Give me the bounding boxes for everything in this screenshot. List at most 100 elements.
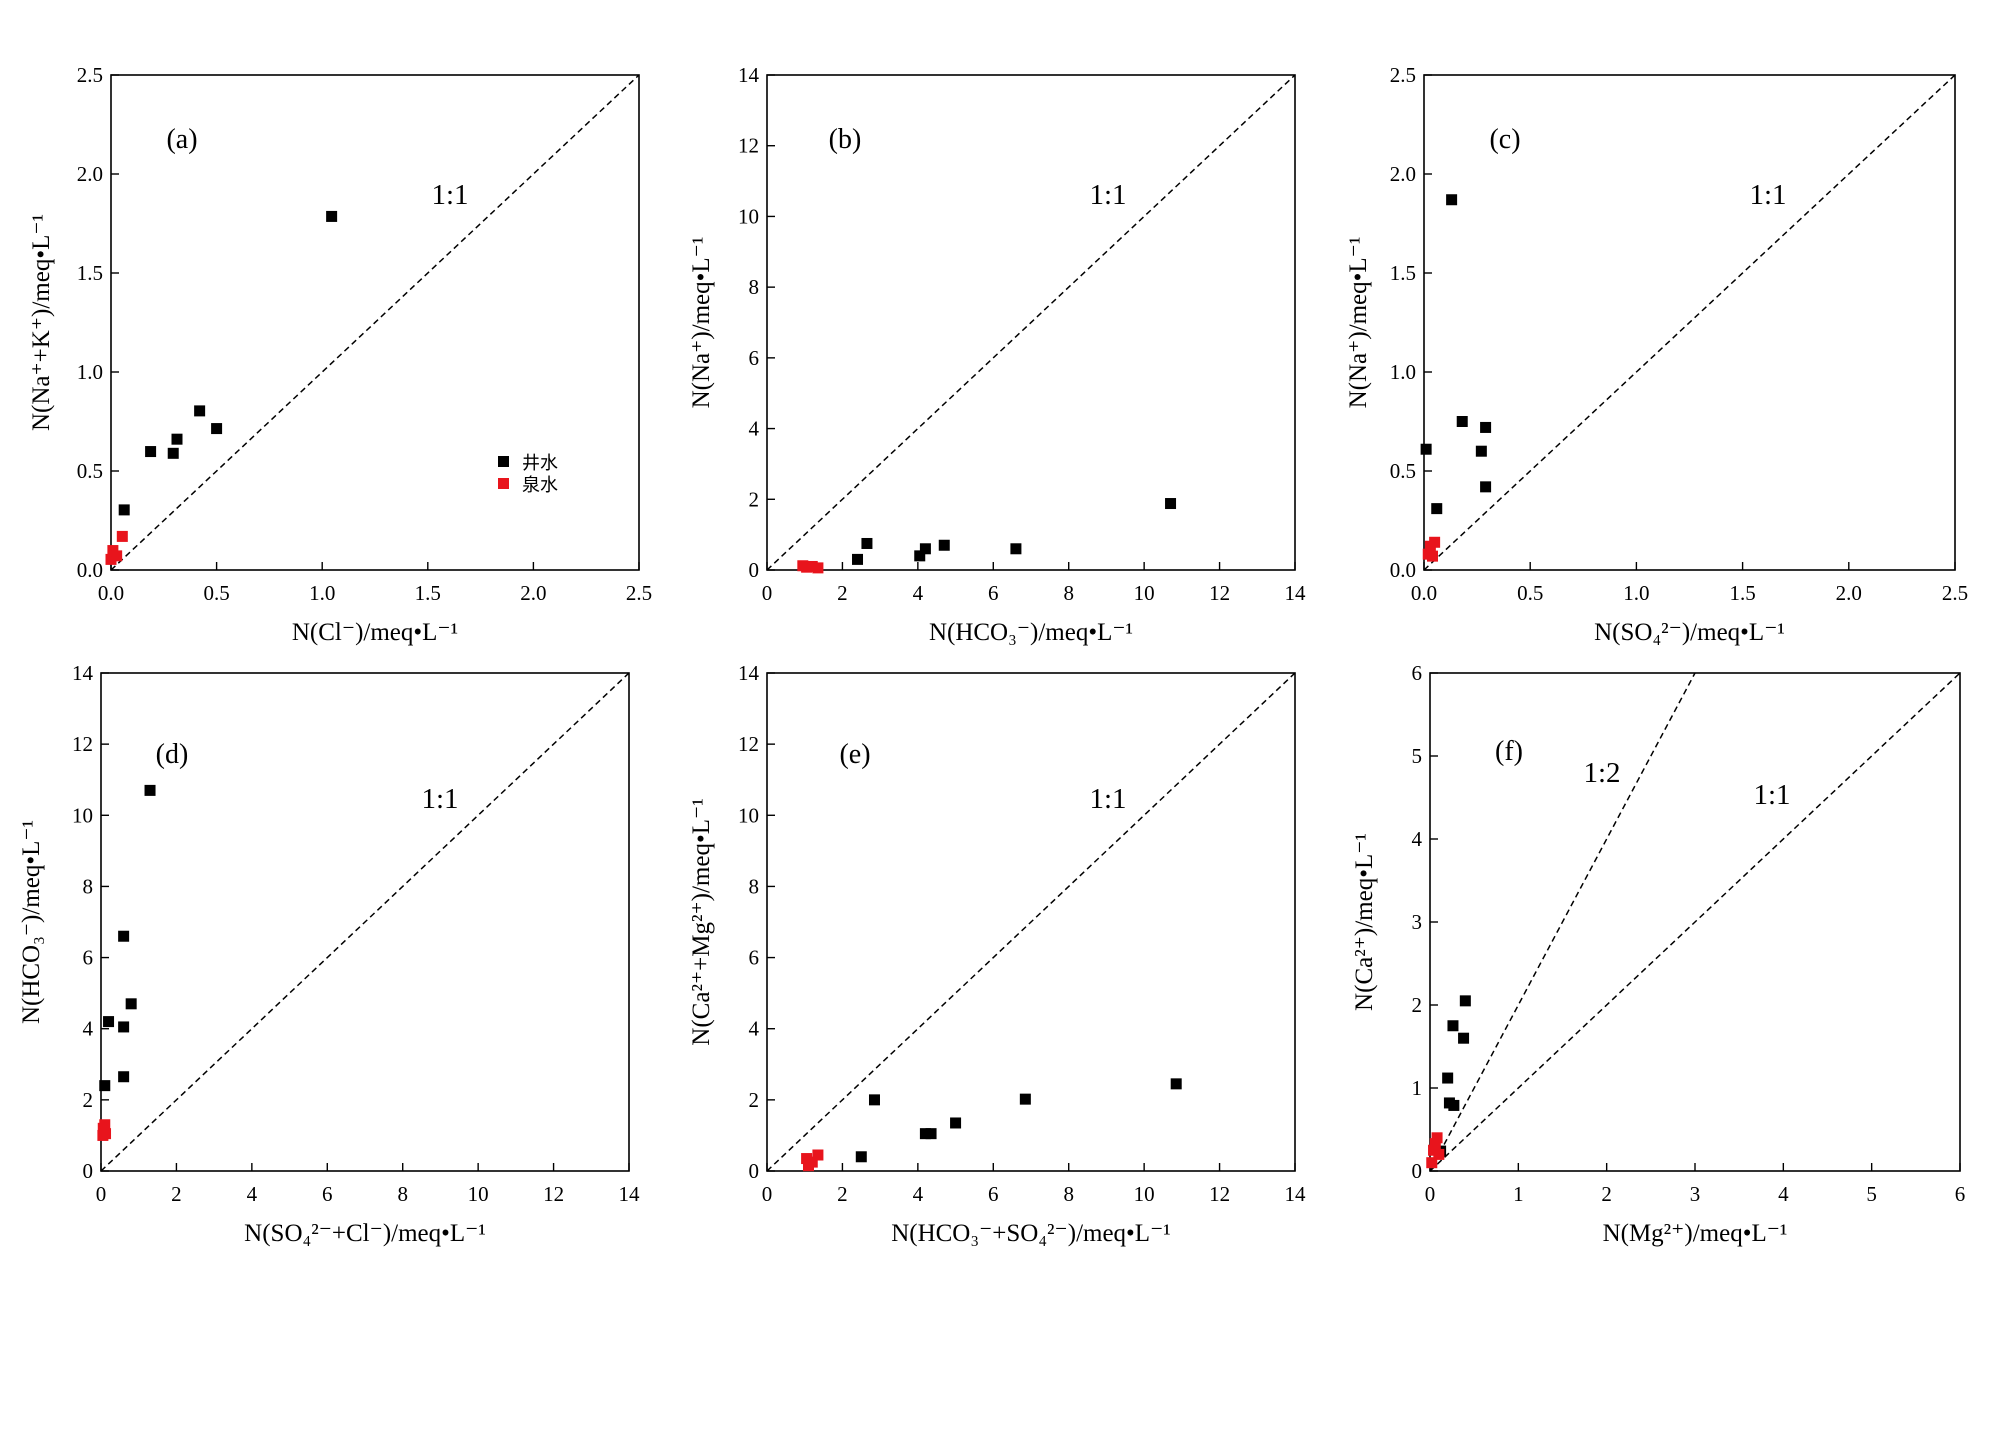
data-point xyxy=(167,447,179,459)
y-tick-label: 14 xyxy=(72,661,94,685)
data-point xyxy=(1456,416,1468,427)
y-tick-label: 0 xyxy=(749,1159,760,1183)
x-tick-label: 2 xyxy=(837,1182,848,1206)
y-tick-label: 2.5 xyxy=(77,63,103,87)
x-tick-label: 2.0 xyxy=(520,581,546,605)
y-tick-label: 1.5 xyxy=(77,261,103,285)
x-tick-label: 1 xyxy=(1513,1182,1524,1206)
legend-label-well: 井水 xyxy=(522,453,558,473)
y-tick-label: 10 xyxy=(72,803,93,827)
y-tick-label: 0.0 xyxy=(77,558,103,582)
data-point xyxy=(1480,421,1492,433)
x-tick-label: 1.0 xyxy=(1623,581,1649,605)
y-tick-label: 12 xyxy=(738,732,759,756)
data-point xyxy=(938,539,950,551)
data-point xyxy=(211,423,223,435)
x-tick-label: 12 xyxy=(1209,581,1230,605)
panel-b: 0 2 4 6 8 10 12 14 0 2 4 6 8 10 12 14 N(HCO₃⁻)/meq•L⁻¹ N(… xyxy=(688,63,1306,646)
y-tick-label: 6 xyxy=(83,946,94,970)
x-tick-label: 0 xyxy=(762,581,773,605)
panel-f: 0 1 2 3 4 5 6 0 1 2 3 4 5 6 N(Mg²⁺)/meq•L⁻¹ N(Ca²⁺)/meq… xyxy=(1351,661,1965,1247)
x-tick-label: 14 xyxy=(1285,1182,1307,1206)
x-tick-label: 10 xyxy=(1134,581,1155,605)
x-tick-label: 10 xyxy=(468,1182,489,1206)
data-point xyxy=(914,550,926,562)
data-point xyxy=(111,550,123,562)
panel-label: (a) xyxy=(166,124,197,155)
x-tick-label: 12 xyxy=(1209,1182,1230,1206)
y-tick-label: 1 xyxy=(1412,1076,1423,1100)
data-point xyxy=(125,998,137,1010)
reference-line-label: 1:1 xyxy=(1749,179,1786,211)
y-tick-label: 6 xyxy=(749,346,760,370)
y-tick-label: 2 xyxy=(749,487,760,511)
series-spring-water xyxy=(97,1119,112,1141)
x-tick-label: 0 xyxy=(1425,1182,1436,1206)
panel-label: (f) xyxy=(1495,736,1523,767)
series-spring-water xyxy=(105,530,128,565)
data-point xyxy=(1426,1157,1438,1169)
data-point xyxy=(801,561,813,573)
data-point xyxy=(925,1128,937,1140)
panel-label: (c) xyxy=(1489,124,1520,155)
x-tick-label: 4 xyxy=(913,581,924,605)
x-tick-label: 12 xyxy=(543,1182,564,1206)
data-point xyxy=(116,530,128,542)
data-point xyxy=(1446,194,1458,206)
x-tick-label: 2.5 xyxy=(626,581,652,605)
x-tick-label: 2.0 xyxy=(1836,581,1862,605)
data-point xyxy=(950,1117,962,1129)
y-tick-label: 8 xyxy=(749,275,760,299)
x-tick-label: 0 xyxy=(96,1182,107,1206)
legend-label-spring: 泉水 xyxy=(522,475,558,495)
y-tick-label: 1.0 xyxy=(1390,360,1416,384)
y-axis-title: N(HCO₃⁻)/meq•L⁻¹ xyxy=(18,820,45,1024)
reference-line-label: 1:1 xyxy=(1089,179,1126,211)
x-axis-title: N(HCO₃⁻)/meq•L⁻¹ xyxy=(929,619,1133,646)
reference-line-1-1 xyxy=(767,673,1295,1171)
series-well-water xyxy=(855,1078,1182,1163)
x-tick-label: 8 xyxy=(1063,1182,1074,1206)
data-point xyxy=(801,1153,813,1165)
data-point xyxy=(1447,1020,1459,1032)
reference-line-label: 1:1 xyxy=(431,179,468,211)
y-axis-title: N(Ca²⁺+Mg²⁺)/meq•L⁻¹ xyxy=(688,798,715,1045)
data-point xyxy=(145,446,157,458)
data-point xyxy=(1431,503,1443,515)
y-tick-label: 8 xyxy=(749,874,760,898)
y-tick-label: 0 xyxy=(83,1159,94,1183)
x-tick-label: 14 xyxy=(1285,581,1307,605)
y-tick-label: 8 xyxy=(83,874,94,898)
panel-label: (d) xyxy=(156,739,189,770)
reference-line-label: 1:2 xyxy=(1583,757,1620,789)
y-axis-title: N(Na⁺)/meq•L⁻¹ xyxy=(688,237,715,409)
data-point xyxy=(99,1080,111,1092)
data-point xyxy=(171,433,183,445)
series-well-water xyxy=(852,498,1177,565)
y-tick-label: 0.5 xyxy=(77,459,103,483)
y-tick-label: 2.5 xyxy=(1390,63,1416,87)
x-tick-label: 1.5 xyxy=(415,581,441,605)
x-tick-label: 8 xyxy=(1063,581,1074,605)
x-tick-label: 4 xyxy=(913,1182,924,1206)
data-point xyxy=(100,1128,112,1140)
x-tick-label: 0 xyxy=(762,1182,773,1206)
x-tick-label: 8 xyxy=(397,1182,408,1206)
x-tick-label: 0.0 xyxy=(98,581,124,605)
data-point xyxy=(1426,550,1438,562)
data-point xyxy=(194,405,206,417)
data-point xyxy=(1010,543,1022,555)
data-point xyxy=(144,784,156,796)
y-tick-label: 10 xyxy=(738,803,759,827)
data-point xyxy=(1019,1093,1031,1105)
data-point xyxy=(326,210,338,222)
data-point xyxy=(812,1149,824,1161)
x-axis-title: N(Mg²⁺)/meq•L⁻¹ xyxy=(1603,1220,1788,1247)
series-spring-water xyxy=(797,560,824,574)
reference-line-1-1 xyxy=(767,75,1295,570)
plot-frame xyxy=(1423,74,1956,571)
y-tick-label: 0 xyxy=(749,558,760,582)
reference-line-label: 1:1 xyxy=(421,783,458,815)
x-axis-title: N(Cl⁻)/meq•L⁻¹ xyxy=(292,619,458,646)
